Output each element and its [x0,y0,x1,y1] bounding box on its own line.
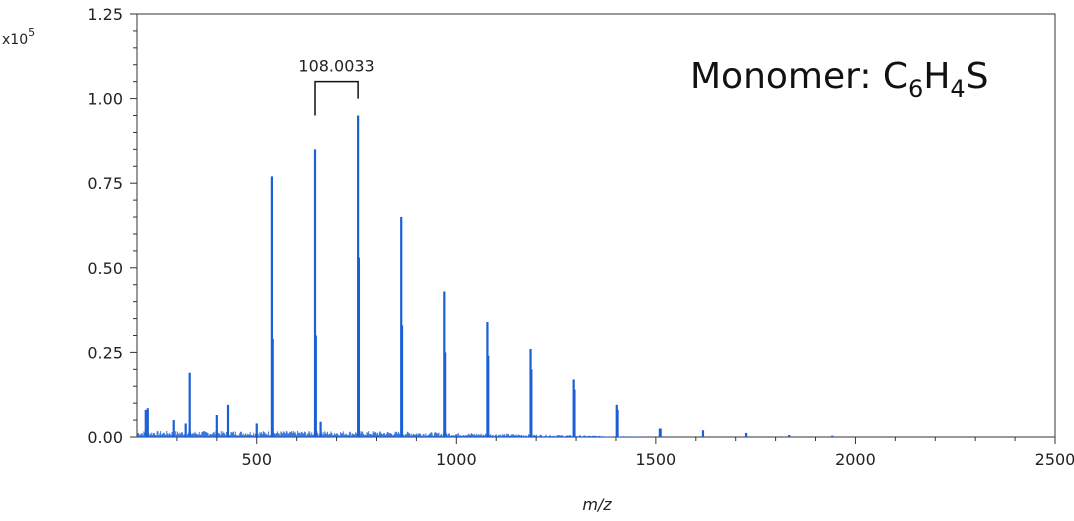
x-axis-ticks: 500 1000 1500 2000 2500 [176,437,1074,469]
bracket-label: 108.0033 [298,57,374,76]
y-tick-label: 0.25 [87,343,123,362]
bracket-line [314,80,359,116]
baseline-noise [137,431,652,437]
formula-sub-2: 4 [950,75,965,103]
mass-difference-bracket: 108.0033 [298,57,375,116]
y-axis-ticks: 0.00 0.25 0.50 0.75 1.00 1.25 [87,5,137,447]
spectrum-peaks [137,115,834,437]
formula-suffix: S [966,56,989,97]
formula-mid: H [923,56,950,97]
y-multiplier-base: x10 [2,32,28,48]
x-tick-label: 1500 [636,450,677,469]
x-tick-label: 2000 [835,450,876,469]
y-multiplier-exp: 5 [28,26,35,39]
x-axis-label: m/z [582,495,612,514]
y-tick-label: 1.25 [87,5,123,24]
formula-prefix: Monomer: C [690,56,908,97]
formula-sub-1: 6 [908,75,923,103]
y-tick-label: 0.50 [87,259,123,278]
x-tick-label: 500 [241,450,272,469]
monomer-formula: Monomer: C6H4S [690,56,989,103]
x-tick-label: 1000 [436,450,477,469]
y-tick-label: 0.00 [87,428,123,447]
y-tick-label: 1.00 [87,90,123,109]
x-tick-label: 2500 [1035,450,1074,469]
y-tick-label: 0.75 [87,174,123,193]
y-axis-multiplier: x105 [2,26,35,48]
